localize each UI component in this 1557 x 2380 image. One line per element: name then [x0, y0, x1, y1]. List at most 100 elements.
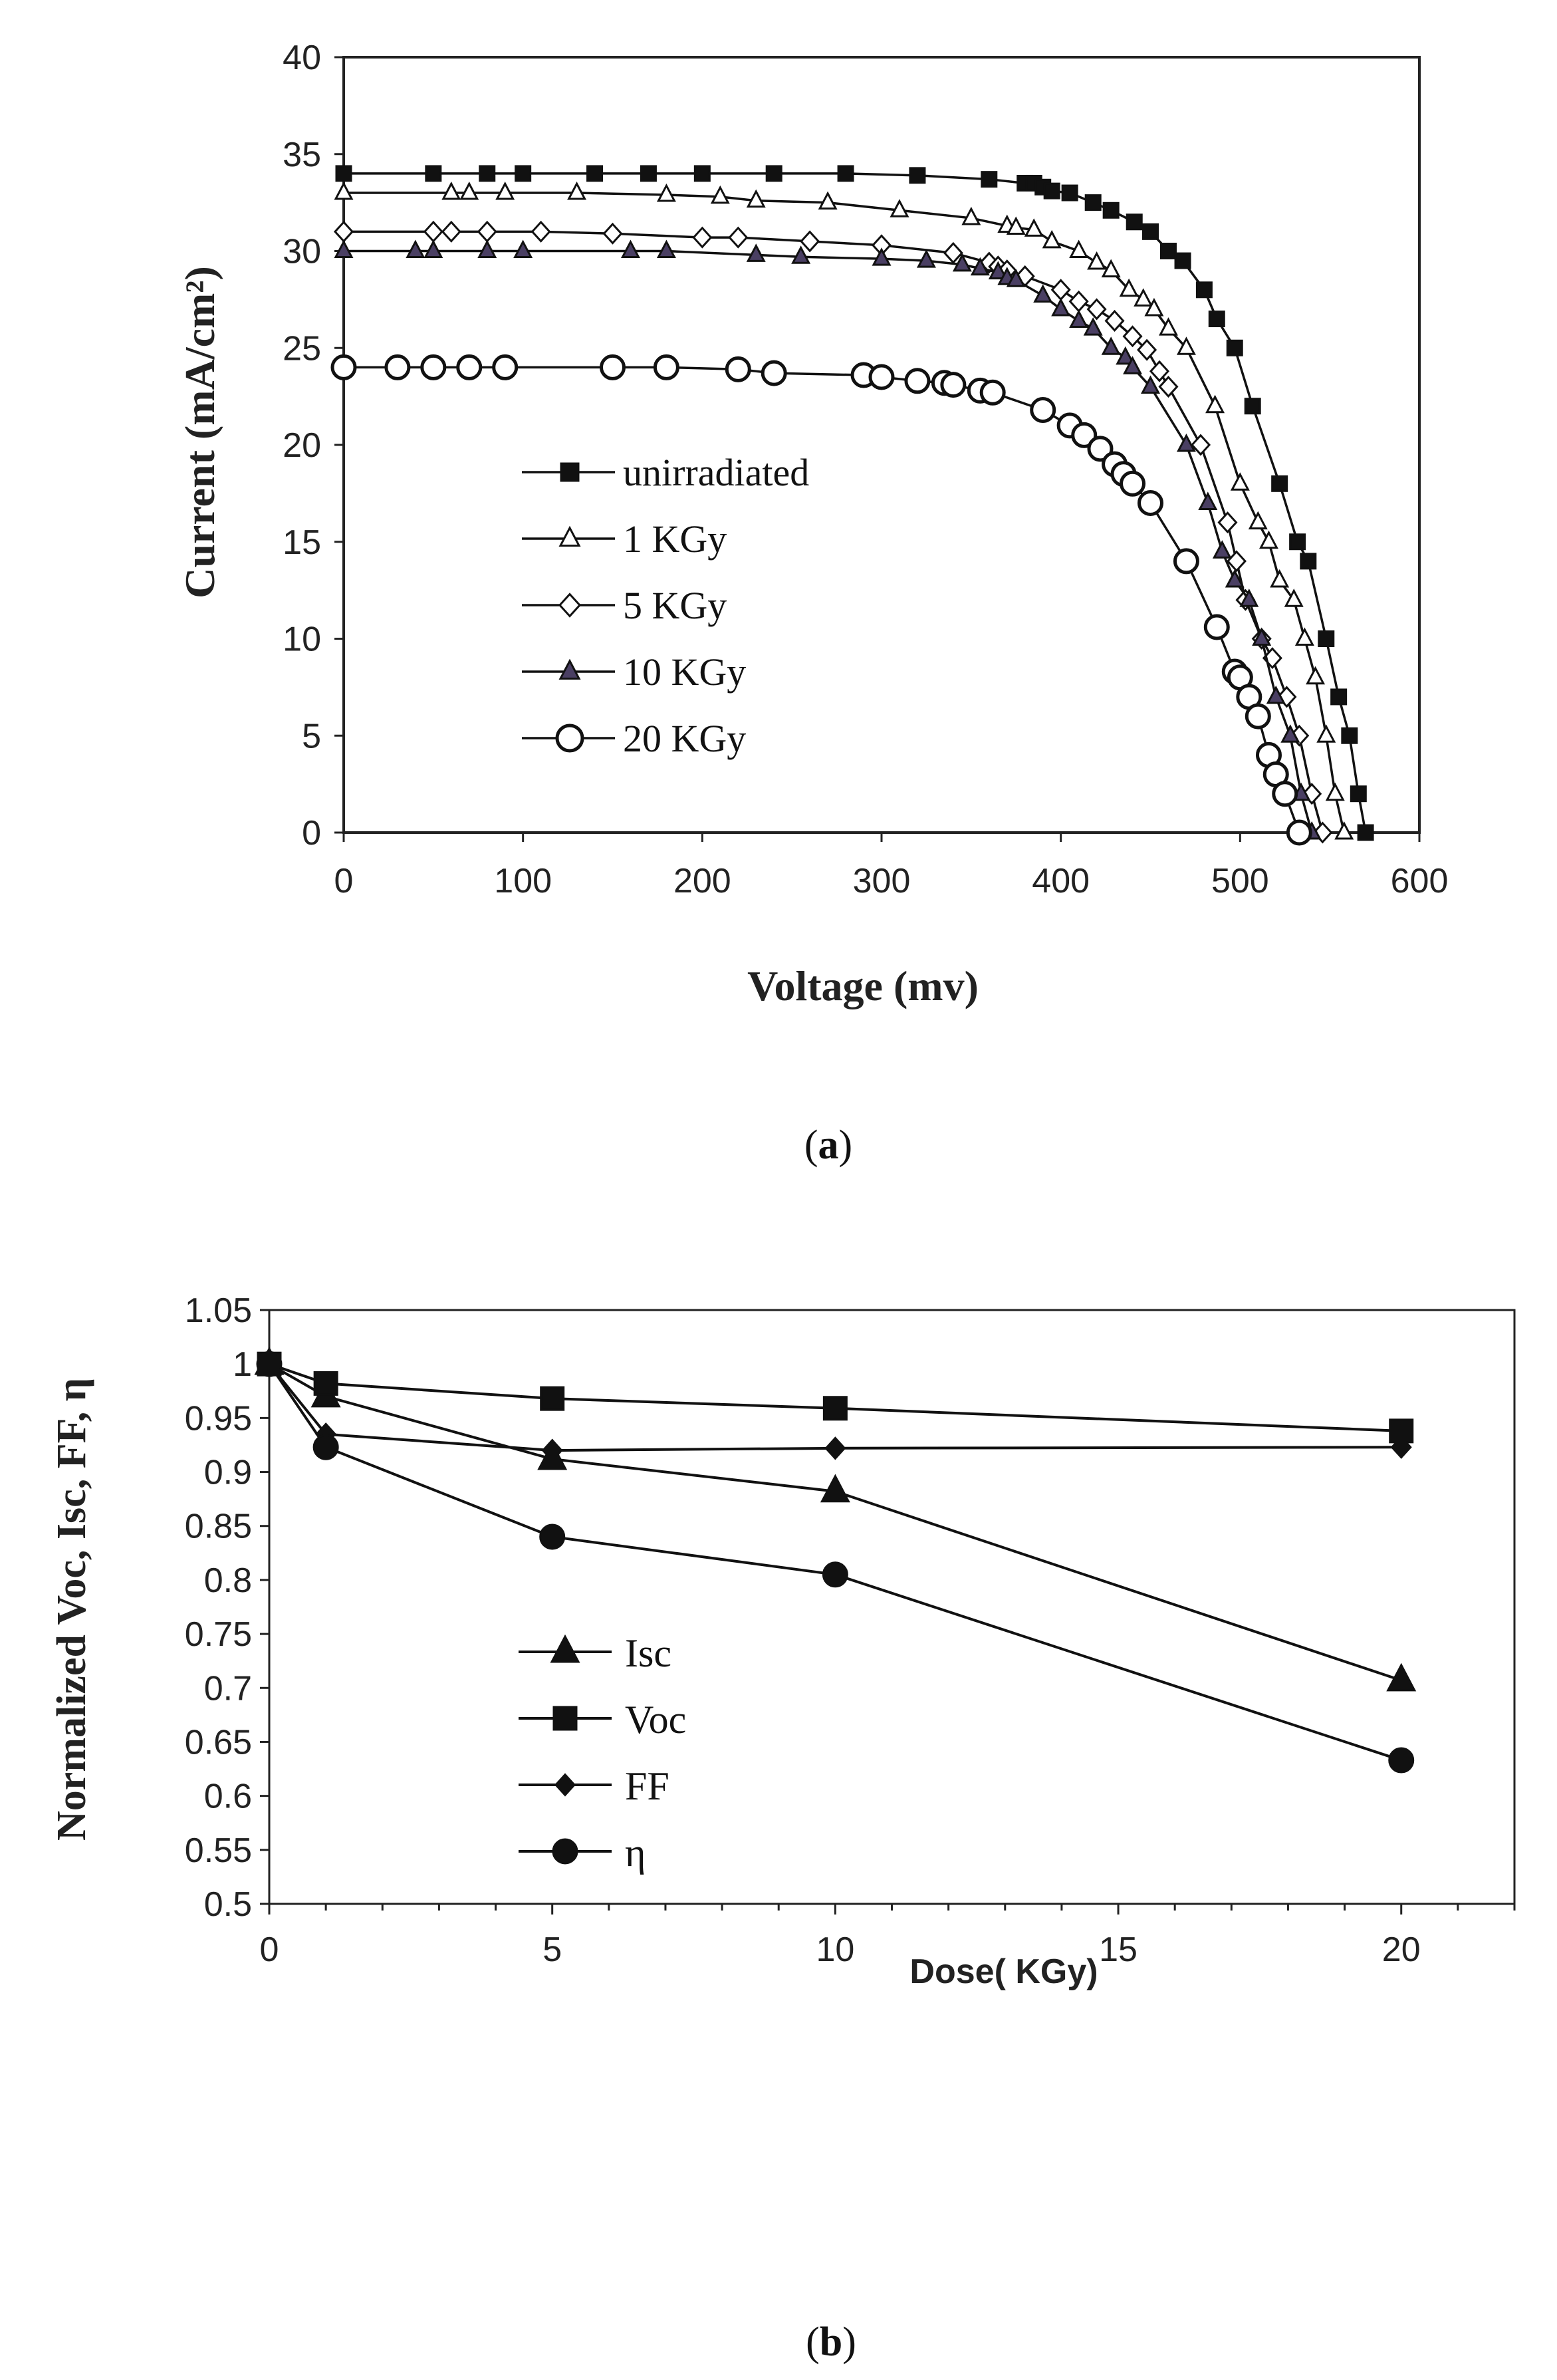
point-a-20-kgy: [1120, 470, 1146, 497]
point-a-1-kgy: [1258, 530, 1278, 549]
point-a-1-kgy: [1119, 278, 1139, 297]
point-b-voc: [313, 1371, 338, 1396]
plot-b-ticks: [260, 1309, 1516, 1915]
point-a-5-kgy: [1122, 325, 1143, 348]
point-a-10-kgy: [1280, 724, 1300, 743]
y-tick-label-b: 0.55: [185, 1831, 252, 1870]
series-a-5-kgy: [333, 220, 1333, 844]
y-tick-label-a: 10: [283, 620, 321, 659]
legend-label-a-10-kgy: 10 KGy: [623, 650, 746, 694]
point-b-eta: [312, 1434, 339, 1460]
series-line-a-5-kgy: [344, 230, 1324, 833]
point-a-5-kgy: [1190, 434, 1211, 456]
point-a-20-kgy: [1203, 614, 1230, 640]
point-a-5-kgy: [800, 230, 820, 253]
y-tick-label-a: 35: [283, 136, 321, 174]
point-a-5-kgy: [602, 222, 623, 245]
point-a-20-kgy: [420, 354, 447, 380]
y-tick-label-b: 0.8: [204, 1561, 252, 1600]
point-a-unirradiated: [425, 165, 442, 182]
series-a-10-kgy: [334, 239, 1322, 840]
point-a-unirradiated: [1084, 194, 1102, 211]
point-a-5-kgy: [1086, 298, 1107, 321]
point-a-1-kgy: [1042, 229, 1062, 249]
series-a-1-kgy: [334, 182, 1354, 840]
point-a-10-kgy: [1116, 346, 1136, 365]
point-a-10-kgy: [423, 239, 443, 258]
point-a-unirradiated: [909, 167, 926, 184]
point-a-10-kgy: [1225, 569, 1245, 588]
series-line-a-1-kgy: [344, 192, 1346, 833]
plot-b-series: [254, 1346, 1417, 1774]
point-a-20-kgy: [1286, 819, 1312, 846]
caption-b-open: (: [806, 2319, 820, 2365]
point-a-unirradiated: [1289, 533, 1306, 551]
point-a-10-kgy: [988, 261, 1008, 280]
point-a-1-kgy: [1230, 472, 1250, 491]
point-a-20-kgy: [653, 354, 679, 380]
point-a-10-kgy: [1069, 309, 1089, 328]
point-a-5-kgy: [423, 220, 443, 243]
series-b-voc: [257, 1351, 1414, 1444]
point-a-1-kgy: [1284, 589, 1304, 607]
x-tick-label-b: 5: [542, 1930, 562, 1969]
point-a-20-kgy: [1245, 703, 1271, 729]
point-a-1-kgy: [890, 199, 909, 217]
y-axis-title-b: Normalized Voc, Isc, FF, η: [49, 1378, 94, 1841]
point-a-unirradiated: [1142, 223, 1159, 240]
point-a-5-kgy: [728, 226, 749, 249]
point-b-isc: [820, 1474, 850, 1503]
point-a-10-kgy: [406, 239, 425, 258]
point-a-5-kgy: [1104, 309, 1125, 332]
point-a-10-kgy: [513, 239, 533, 258]
series-a-20-kgy: [330, 354, 1312, 846]
point-a-20-kgy: [1272, 781, 1298, 807]
point-a-10-kgy: [1239, 589, 1259, 607]
point-a-20-kgy: [492, 354, 519, 380]
series-line-a-20-kgy: [344, 366, 1300, 833]
y-tick-label-b: 1: [233, 1345, 252, 1384]
point-a-20-kgy: [940, 372, 967, 398]
y-tick-label-b: 0.65: [185, 1723, 252, 1762]
point-a-unirradiated: [335, 165, 352, 182]
point-b-eta: [822, 1561, 848, 1588]
legend-label-a-1-kgy: 1 KGy: [623, 517, 727, 561]
point-a-20-kgy: [1071, 422, 1098, 448]
y-tick-label-b: 0.5: [204, 1885, 252, 1924]
point-b-eta: [256, 1351, 283, 1377]
point-a-unirradiated: [693, 165, 711, 182]
y-tick-label-a: 0: [302, 814, 321, 853]
point-a-unirradiated: [515, 165, 532, 182]
point-a-unirradiated: [1318, 630, 1335, 647]
point-a-20-kgy: [868, 364, 895, 390]
point-a-10-kgy: [1212, 540, 1232, 559]
point-b-eta: [539, 1523, 566, 1550]
point-a-unirradiated: [1174, 252, 1191, 269]
point-a-1-kgy: [334, 182, 354, 200]
point-a-1-kgy: [567, 182, 587, 200]
point-a-5-kgy: [1068, 290, 1089, 313]
legend-label-b-isc: Isc: [625, 1631, 671, 1675]
point-a-20-kgy: [979, 379, 1006, 406]
point-a-20-kgy: [761, 360, 787, 386]
point-a-unirradiated: [1330, 688, 1348, 706]
point-a-1-kgy: [1294, 627, 1314, 646]
point-a-unirradiated: [1061, 184, 1078, 201]
point-a-10-kgy: [746, 243, 766, 262]
caption-a-close: ): [839, 1123, 853, 1168]
plot-a-ticks: [334, 56, 1421, 842]
point-a-unirradiated: [1043, 182, 1060, 199]
legend-marker-b-eta: [552, 1838, 578, 1865]
legend-marker-b-ff: [554, 1773, 576, 1797]
point-a-10-kgy: [916, 249, 936, 268]
point-a-20-kgy: [1087, 436, 1114, 462]
caption-b: (b): [806, 2319, 856, 2365]
legend-b: Isc Voc FF η: [519, 1631, 686, 1875]
point-a-1-kgy: [1325, 782, 1345, 801]
point-a-20-kgy: [1173, 548, 1199, 575]
caption-b-close: ): [842, 2319, 856, 2365]
point-a-1-kgy: [1270, 569, 1290, 588]
point-a-10-kgy: [334, 239, 354, 258]
point-a-10-kgy: [1266, 685, 1286, 704]
point-a-1-kgy: [1205, 394, 1225, 414]
